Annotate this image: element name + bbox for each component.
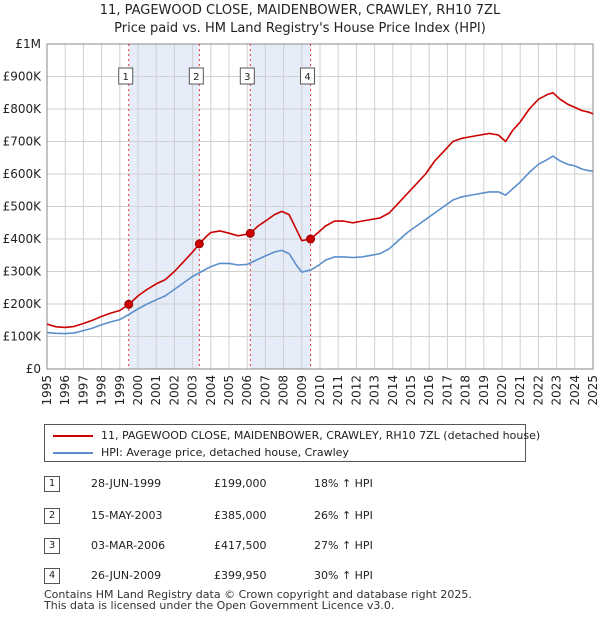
- legend-property-swatch: [53, 435, 93, 437]
- y-tick-label: £900K: [3, 70, 43, 84]
- x-tick-label: 2002: [167, 375, 181, 406]
- y-axis-ticks: £0 £100K £200K £300K £400K £500K £600K £700K £80…: [3, 37, 43, 376]
- x-tick-label: 1997: [76, 375, 90, 406]
- x-tick-label: 2008: [277, 375, 291, 406]
- transaction-price: £385,000: [214, 509, 267, 522]
- x-tick-label: 2025: [586, 375, 600, 406]
- sale-label-box: [188, 67, 204, 85]
- series-lines: [46, 92, 594, 335]
- x-tick-label: 2022: [531, 375, 545, 406]
- x-tick-label: 2023: [550, 375, 564, 406]
- sale-number-labels: 1 2 3 4: [118, 67, 316, 85]
- sale-label-number: 2: [193, 72, 199, 83]
- x-tick-label: 1999: [113, 375, 127, 406]
- transaction-row: 3 03-MAR-2006 £417,500 27% ↑ HPI: [44, 538, 444, 554]
- legend-hpi-label: HPI: Average price, detached house, Craw…: [101, 446, 349, 459]
- transaction-hpi: 27% ↑ HPI: [314, 539, 373, 552]
- x-tick-label: 2005: [222, 375, 236, 406]
- chart-title: 11, PAGEWOOD CLOSE, MAIDENBOWER, CRAWLEY…: [100, 3, 501, 18]
- price-chart: 11, PAGEWOOD CLOSE, MAIDENBOWER, CRAWLEY…: [3, 3, 600, 406]
- x-tick-label: 2012: [349, 375, 363, 406]
- x-tick-label: 2024: [568, 375, 582, 406]
- sale-label-number: 3: [244, 72, 250, 83]
- y-tick-label: £300K: [3, 265, 43, 279]
- x-axis-ticks: 1995 1996 1997 1998 1999 2000 2001 2002 2003 2004…: [40, 375, 600, 406]
- x-tick-label: 2000: [131, 375, 145, 406]
- transaction-hpi: 30% ↑ HPI: [314, 569, 373, 582]
- transaction-price: £399,950: [214, 569, 267, 582]
- sale-point: [194, 239, 204, 249]
- transaction-date: 28-JUN-1999: [91, 477, 162, 490]
- y-tick-label: £400K: [3, 232, 43, 246]
- y-tick-label: £1M: [15, 37, 41, 51]
- sale-label-number: 1: [123, 72, 129, 83]
- sale-points: [124, 228, 316, 309]
- sale-label-number: 4: [304, 72, 310, 83]
- transaction-row: 1 28-JUN-1999 £199,000 18% ↑ HPI: [44, 476, 444, 492]
- sale-label-box: [118, 67, 134, 85]
- grid: [46, 43, 594, 370]
- transaction-row: 4 26-JUN-2009 £399,950 30% ↑ HPI: [44, 568, 444, 584]
- x-tick-label: 1995: [40, 375, 54, 406]
- hpi-line: [46, 155, 593, 335]
- transaction-number: 1: [44, 476, 60, 492]
- sale-point: [245, 228, 255, 238]
- y-tick-label: £700K: [3, 135, 43, 149]
- transaction-hpi: 26% ↑ HPI: [314, 509, 373, 522]
- x-tick-label: 2009: [295, 375, 309, 406]
- legend-property: 11, PAGEWOOD CLOSE, MAIDENBOWER, CRAWLEY…: [53, 428, 540, 444]
- legend-hpi: HPI: Average price, detached house, Craw…: [53, 445, 349, 461]
- y-tick-label: £200K: [3, 297, 43, 311]
- sale-point: [124, 299, 134, 309]
- transaction-number: 4: [44, 568, 60, 584]
- x-tick-label: 2004: [204, 375, 218, 406]
- x-tick-label: 2007: [258, 375, 272, 406]
- sale-label-box: [239, 67, 255, 85]
- legend-hpi-swatch: [53, 452, 93, 454]
- y-tick-label: £500K: [3, 200, 43, 214]
- property-price-line: [46, 92, 594, 329]
- x-tick-label: 2016: [422, 375, 436, 406]
- transaction-date: 15-MAY-2003: [91, 509, 163, 522]
- x-tick-label: 2018: [459, 375, 473, 406]
- x-tick-label: 2015: [404, 375, 418, 406]
- transaction-date: 26-JUN-2009: [91, 569, 162, 582]
- transaction-price: £417,500: [214, 539, 267, 552]
- x-tick-label: 2001: [149, 375, 163, 406]
- sale-point: [306, 234, 316, 244]
- x-tick-label: 2006: [240, 375, 254, 406]
- x-tick-label: 2014: [386, 375, 400, 406]
- x-tick-label: 2020: [495, 375, 509, 406]
- y-tick-label: £100K: [3, 330, 43, 344]
- x-tick-label: 2021: [513, 375, 527, 406]
- footer-copyright: Contains HM Land Registry data © Crown c…: [44, 588, 472, 601]
- x-tick-label: 2003: [186, 375, 200, 406]
- y-tick-label: £800K: [3, 102, 43, 116]
- x-tick-label: 2013: [368, 375, 382, 406]
- x-tick-label: 2017: [440, 375, 454, 406]
- x-tick-label: 2010: [313, 375, 327, 406]
- x-tick-label: 1996: [58, 375, 72, 406]
- footer: Contains HM Land Registry data © Crown c…: [44, 589, 472, 611]
- footer-licence: This data is licensed under the Open Gov…: [44, 599, 395, 612]
- y-tick-label: £0: [26, 362, 41, 376]
- transaction-hpi: 18% ↑ HPI: [314, 477, 373, 490]
- x-tick-label: 2011: [331, 375, 345, 406]
- chart-subtitle: Price paid vs. HM Land Registry's House …: [114, 21, 486, 36]
- y-tick-label: £600K: [3, 167, 43, 181]
- x-tick-label: 1998: [95, 375, 109, 406]
- legend-property-label: 11, PAGEWOOD CLOSE, MAIDENBOWER, CRAWLEY…: [101, 429, 541, 442]
- legend: 11, PAGEWOOD CLOSE, MAIDENBOWER, CRAWLEY…: [44, 424, 540, 462]
- transaction-number: 2: [44, 508, 60, 524]
- transaction-number: 3: [44, 538, 60, 554]
- transaction-date: 03-MAR-2006: [91, 539, 166, 552]
- plot-frame: [46, 43, 594, 370]
- transaction-price: £199,000: [214, 477, 267, 490]
- sale-label-box: [300, 67, 316, 85]
- x-tick-label: 2019: [477, 375, 491, 406]
- transaction-row: 2 15-MAY-2003 £385,000 26% ↑ HPI: [44, 508, 444, 524]
